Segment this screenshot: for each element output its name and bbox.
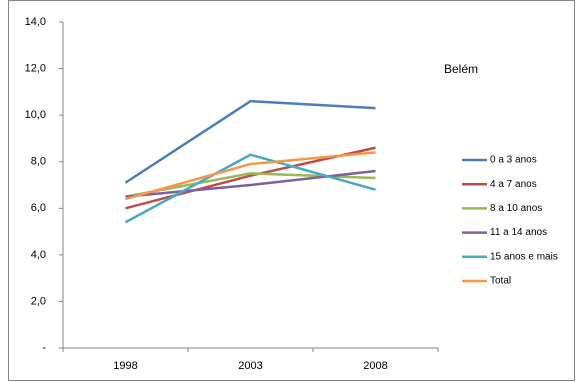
y-tick-label: 2,0 — [31, 295, 46, 307]
legend-label: 8 a 10 anos — [490, 203, 542, 214]
y-tick-label: - — [42, 342, 46, 354]
series-line — [125, 169, 376, 198]
annotation: Belém — [444, 62, 478, 76]
legend-label: 4 a 7 anos — [490, 179, 537, 190]
y-tick-label: 10,0 — [25, 109, 46, 121]
series-line — [125, 151, 376, 201]
y-tick-label: 12,0 — [25, 62, 46, 74]
legend-label: 11 a 14 anos — [490, 227, 547, 238]
x-tick-label: 1998 — [113, 360, 137, 372]
legend-label: 15 anos e mais — [490, 251, 558, 262]
chart-frame — [8, 0, 575, 381]
y-tick-label: 14,0 — [25, 16, 46, 28]
y-tick-label: 8,0 — [31, 156, 46, 168]
series-line — [124, 99, 376, 184]
legend-label: 0 a 3 anos — [490, 155, 537, 166]
legend-label: Total — [490, 276, 511, 287]
x-tick-label: 2003 — [238, 360, 262, 372]
series-line — [124, 153, 376, 224]
y-tick-label: 4,0 — [31, 249, 46, 261]
y-tick-label: 6,0 — [31, 202, 46, 214]
x-tick-label: 2008 — [363, 360, 387, 372]
